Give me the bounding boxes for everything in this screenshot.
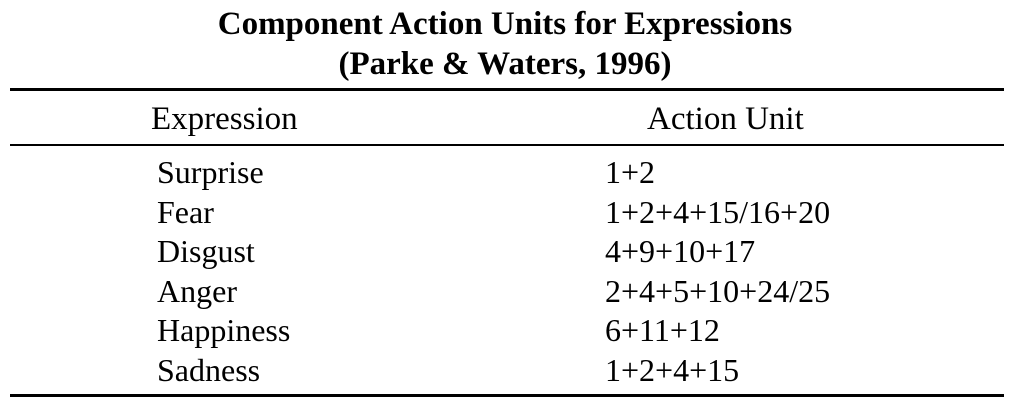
column-header-action-unit: Action Unit <box>647 101 804 137</box>
action-unit-cell: 2+4+5+10+24/25 <box>605 272 831 309</box>
expression-cell: Disgust <box>157 233 255 270</box>
table-row: Surprise 1+2 <box>0 153 1010 193</box>
table-title: Component Action Units for Expressions <box>217 6 793 42</box>
table-body: Surprise 1+2 Fear 1+2+4+15/16+20 Disgust… <box>0 153 1010 391</box>
column-header-expression: Expression <box>151 101 298 137</box>
action-unit-cell: 1+2+4+15/16+20 <box>605 193 831 230</box>
table-row: Anger 2+4+5+10+24/25 <box>0 272 1010 312</box>
action-unit-cell: 1+2 <box>605 154 656 190</box>
expression-cell: Sadness <box>157 351 261 388</box>
expression-cell: Anger <box>157 272 237 309</box>
expression-cell: Surprise <box>157 154 264 190</box>
expression-cell: Happiness <box>157 312 291 349</box>
action-unit-cell: 1+2+4+15 <box>605 351 740 388</box>
table-row: Happiness 6+11+12 <box>0 311 1010 351</box>
table-row: Fear 1+2+4+15/16+20 <box>0 193 1010 233</box>
action-unit-cell: 4+9+10+17 <box>605 233 756 270</box>
bottom-rule <box>10 394 1004 397</box>
table-subtitle: (Parke & Waters, 1996) <box>338 46 672 82</box>
table-row: Sadness 1+2+4+15 <box>0 351 1010 391</box>
table-row: Disgust 4+9+10+17 <box>0 232 1010 272</box>
action-unit-cell: 6+11+12 <box>605 312 720 349</box>
top-rule <box>10 88 1004 91</box>
expression-cell: Fear <box>157 193 214 230</box>
header-rule <box>10 144 1004 146</box>
